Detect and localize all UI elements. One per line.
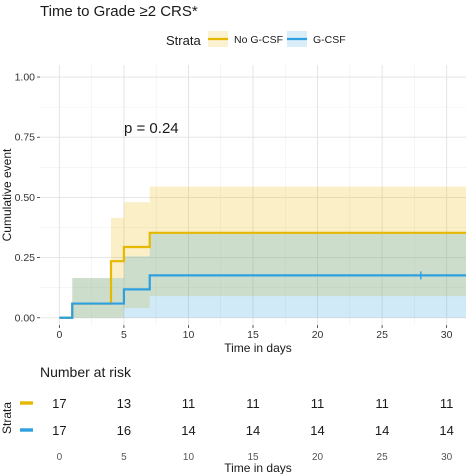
y-tick-label: 1.00 <box>15 72 36 84</box>
legend-title: Strata <box>166 33 201 48</box>
risk-count: 14 <box>439 423 453 438</box>
risk-count: 13 <box>117 396 131 411</box>
risk-table-title: Number at risk <box>40 364 132 380</box>
risk-table-cells: 17 13 11 11 11 11 11 17 16 14 14 14 14 14 <box>52 396 454 438</box>
risk-x-tick-label: 10 <box>183 452 195 463</box>
ci-band-no-gcsf <box>111 217 124 318</box>
y-axis-label: Cumulative event <box>0 148 14 241</box>
risk-x-tick-label: 20 <box>312 452 324 463</box>
risk-table-xlabel: Time in days <box>224 461 292 474</box>
risk-count: 11 <box>182 396 196 411</box>
y-tick-label: 0.25 <box>15 252 36 264</box>
risk-table-x-ticks: 0 5 10 15 20 25 30 <box>57 452 453 463</box>
risk-x-tick-label: 15 <box>247 452 259 463</box>
y-tick-label: 0.50 <box>15 192 36 204</box>
ci-band-gcsf <box>123 256 150 318</box>
y-axis-ticks: 0.00 0.25 0.50 0.75 1.00 <box>15 72 40 324</box>
survival-curves <box>59 231 466 319</box>
risk-count: 17 <box>52 396 66 411</box>
risk-count: 17 <box>52 423 66 438</box>
y-tick-label: 0.75 <box>15 132 36 144</box>
risk-table-ylabel: Strata <box>0 402 14 434</box>
risk-count: 11 <box>246 396 260 411</box>
ci-band-no-gcsf <box>149 186 466 297</box>
risk-table-keys <box>20 401 33 432</box>
step-curve-gcsf <box>59 274 466 319</box>
ci-band-gcsf <box>72 278 124 318</box>
ci-band-no-gcsf <box>123 202 150 309</box>
risk-x-tick-label: 30 <box>441 452 453 463</box>
grid-major <box>40 65 466 325</box>
x-axis-label: Time in days <box>224 341 292 355</box>
x-tick-label: 20 <box>312 329 324 341</box>
p-value-annotation: p = 0.24 <box>124 120 179 137</box>
legend-label-gcsf: G-CSF <box>313 34 346 46</box>
risk-x-tick-label: 0 <box>57 452 63 463</box>
legend: Strata No G-CSF G-CSF <box>166 31 346 48</box>
confidence-bands <box>72 186 466 318</box>
x-tick-label: 0 <box>56 329 62 341</box>
risk-count: 11 <box>375 396 389 411</box>
x-tick-label: 30 <box>441 329 453 341</box>
risk-table: Number at risk Strata 17 13 11 11 11 11 11 17 16… <box>0 364 454 474</box>
x-tick-label: 10 <box>183 329 195 341</box>
risk-count: 16 <box>117 423 131 438</box>
x-tick-label: 25 <box>376 329 388 341</box>
x-tick-label: 5 <box>121 329 127 341</box>
ci-band-no-gcsf <box>72 278 111 318</box>
risk-count: 14 <box>181 423 195 438</box>
y-tick-label: 0.00 <box>15 312 36 324</box>
risk-x-tick-label: 5 <box>121 452 127 463</box>
x-tick-label: 15 <box>247 329 259 341</box>
risk-count: 14 <box>375 423 389 438</box>
legend-label-no-gcsf: No G-CSF <box>234 34 283 46</box>
risk-count: 11 <box>311 396 325 411</box>
x-axis-ticks: 0 5 10 15 20 25 30 <box>56 325 453 341</box>
risk-x-tick-label: 25 <box>377 452 389 463</box>
risk-count: 11 <box>440 396 454 411</box>
risk-count: 14 <box>246 423 260 438</box>
chart-title: Time to Grade ≥2 CRS* <box>40 3 198 20</box>
risk-count: 14 <box>310 423 324 438</box>
